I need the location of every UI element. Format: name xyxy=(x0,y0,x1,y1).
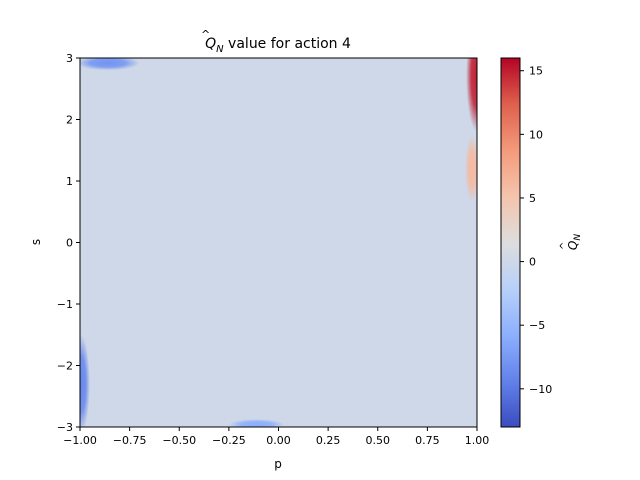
chart-title-hat: ^ xyxy=(201,28,210,41)
heatmap-region xyxy=(80,58,140,71)
heatmap-region xyxy=(228,419,285,427)
y-tick-label: 3 xyxy=(66,52,73,65)
colorbar-tick-label: −5 xyxy=(529,319,545,332)
y-tick-label: 1 xyxy=(66,175,73,188)
colorbar-tick-label: 5 xyxy=(529,192,536,205)
colorbar-tick-label: 10 xyxy=(529,128,543,141)
x-tick-label: −1.00 xyxy=(63,434,97,447)
y-tick-label: −1 xyxy=(57,298,73,311)
x-tick-label: −0.75 xyxy=(113,434,147,447)
x-tick-label: 0.00 xyxy=(266,434,291,447)
svg-text:QN: QN xyxy=(566,234,583,250)
colorbar-label-subscript: N xyxy=(573,234,583,241)
colorbar-label-symbol: Q xyxy=(566,241,580,250)
colorbar-tick-label: 15 xyxy=(529,65,543,78)
chart-title-symbol: Q xyxy=(205,36,216,52)
x-tick-label: −0.50 xyxy=(162,434,196,447)
heatmap-region xyxy=(466,58,477,132)
y-tick-label: 0 xyxy=(66,237,73,250)
colorbar xyxy=(500,57,521,428)
y-tick-label: 2 xyxy=(66,114,73,127)
heatmap-region xyxy=(465,134,477,203)
colorbar-tick-label: 0 xyxy=(529,256,536,269)
x-tick-label: 0.25 xyxy=(316,434,341,447)
y-axis-label: s xyxy=(29,239,43,245)
chart-title-subscript: N xyxy=(216,44,224,55)
colorbar-label: QN ^ xyxy=(559,234,583,250)
chart-title: QN value for action 4 xyxy=(205,36,351,55)
x-axis-label: p xyxy=(274,457,282,471)
heatmap-background xyxy=(80,58,477,427)
chart-title-text: value for action 4 xyxy=(224,36,351,52)
colorbar-ticks: −10 −5 0 5 10 15 xyxy=(520,65,552,396)
y-axis-ticks: −3 −2 −1 0 1 2 3 xyxy=(57,52,80,434)
x-tick-label: 0.50 xyxy=(366,434,391,447)
colorbar-tick-label: −10 xyxy=(529,383,552,396)
y-tick-label: −3 xyxy=(57,421,73,434)
x-axis-ticks: −1.00 −0.75 −0.50 −0.25 0.00 0.25 0.50 0.75 1.00 xyxy=(63,427,489,447)
x-tick-label: 1.00 xyxy=(465,434,490,447)
x-tick-label: 0.75 xyxy=(415,434,440,447)
y-tick-label: −2 xyxy=(57,360,73,373)
heatmap-region xyxy=(80,334,90,427)
heatmap-regions xyxy=(80,58,477,427)
heatmap-area xyxy=(80,58,477,427)
x-tick-label: −0.25 xyxy=(212,434,246,447)
svg-text:^: ^ xyxy=(559,242,570,250)
